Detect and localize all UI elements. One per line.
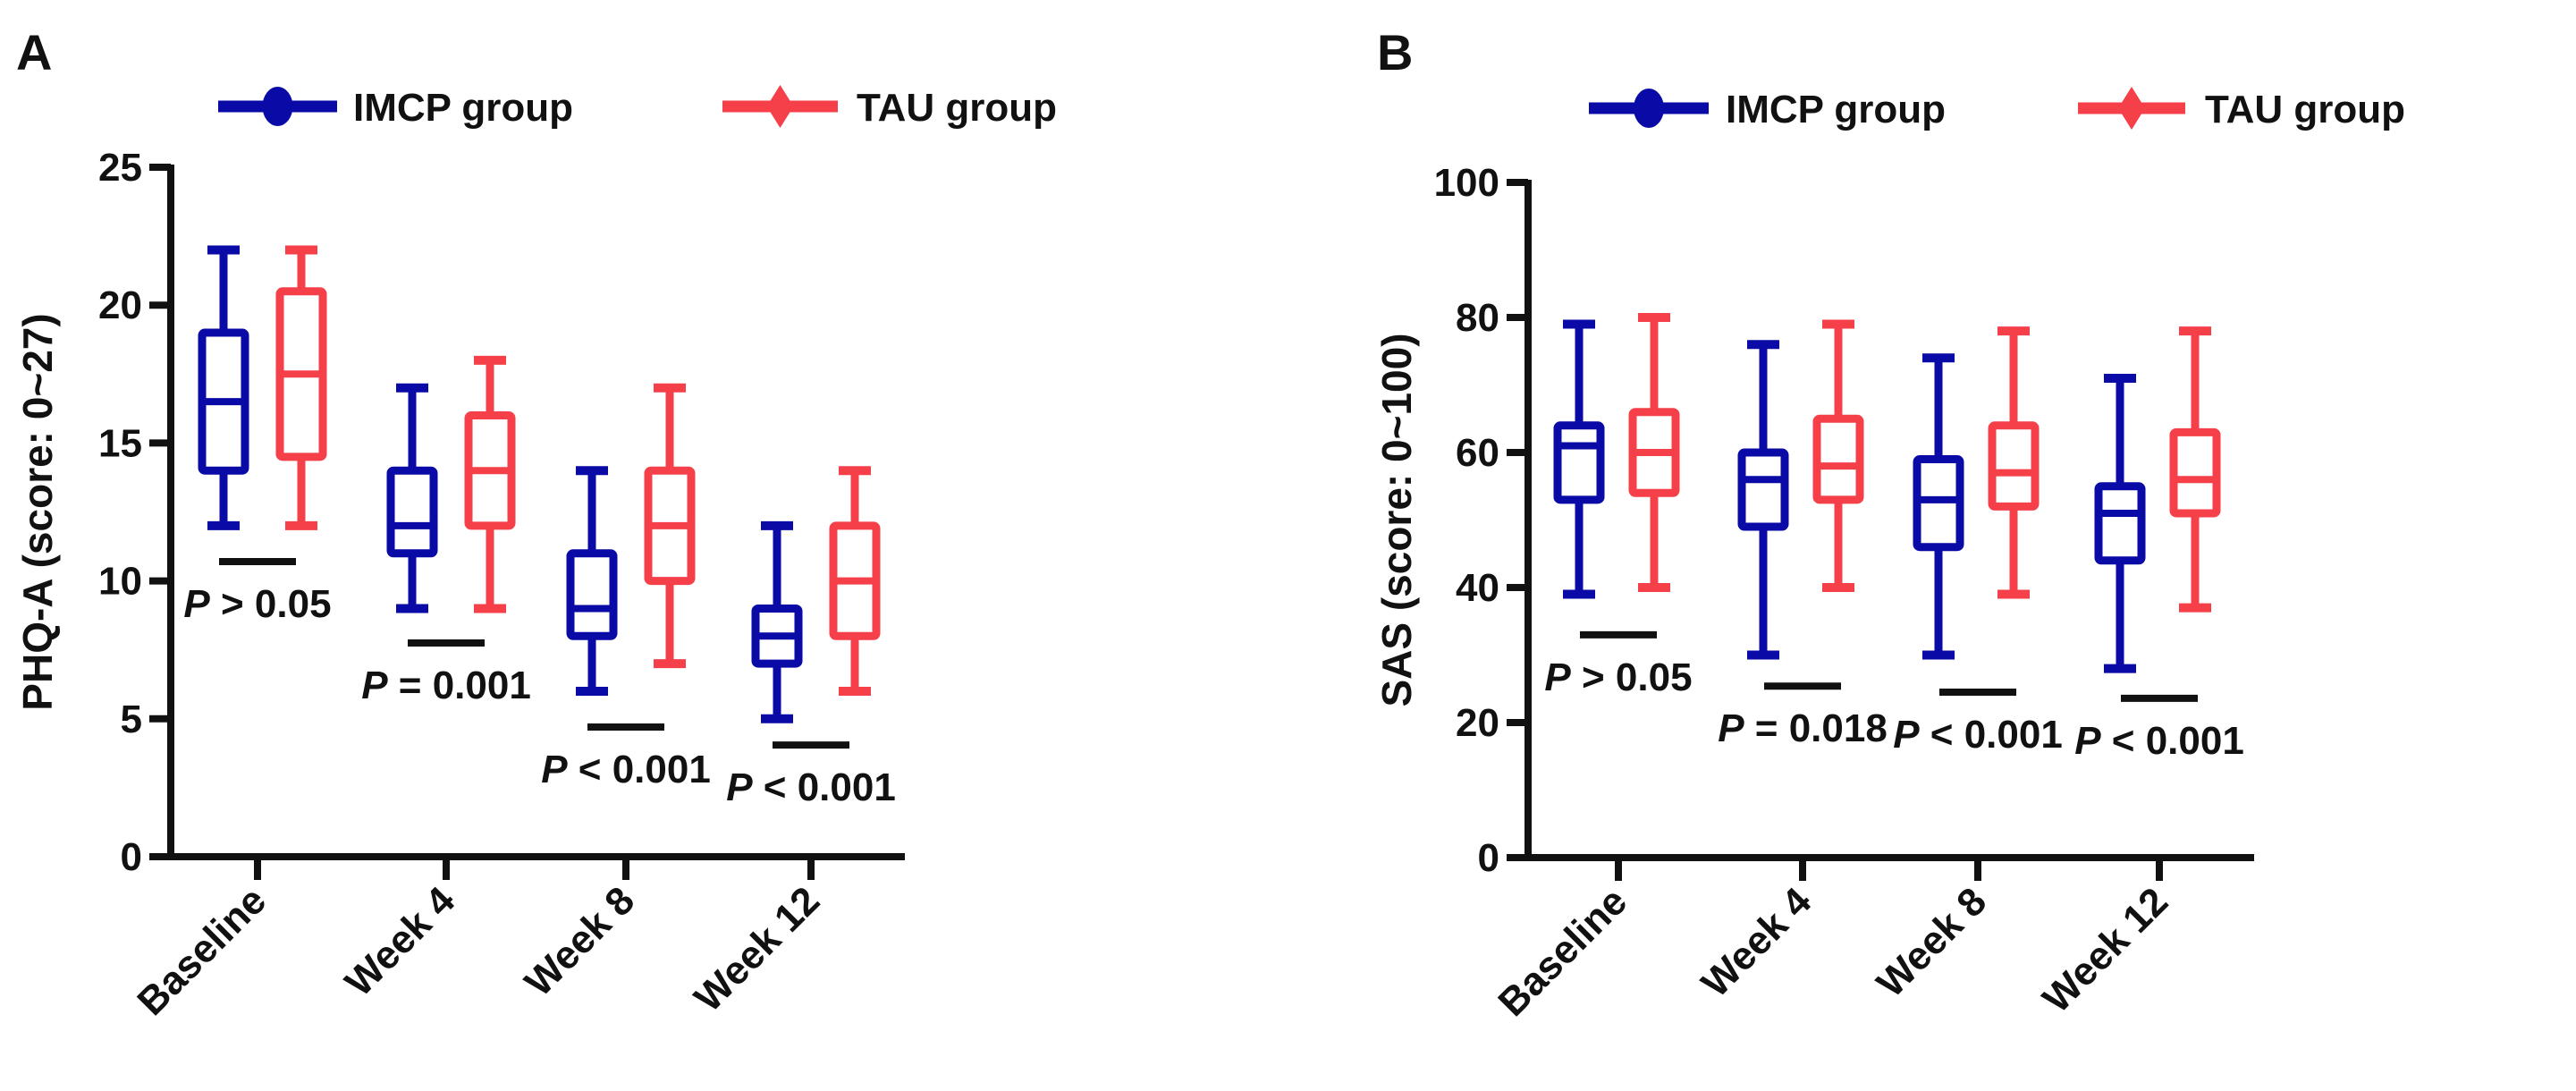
box-imcp-1 (1737, 340, 1789, 660)
box-iqr (1988, 421, 2040, 511)
y-tick-label: 0 (121, 835, 142, 879)
panel-label: A (16, 24, 52, 80)
legend-label: IMCP group (1726, 88, 1946, 131)
legend-item-imcp: IMCP group (1589, 88, 1946, 131)
p-symbol: P (1544, 655, 1571, 699)
y-tick-label: 5 (121, 698, 142, 741)
p-value-text: > 0.05 (1571, 655, 1693, 699)
box-imcp-3 (751, 520, 803, 723)
box-tau-0 (275, 245, 327, 530)
y-axis-label: SAS (score: 0~100) (1373, 333, 1420, 706)
box-tau-0 (1628, 313, 1680, 592)
p-value-text: < 0.001 (2101, 719, 2244, 763)
legend-label: TAU group (2205, 88, 2405, 131)
circle-marker-icon (1634, 89, 1664, 128)
p-value-label: P = 0.001 (361, 664, 531, 707)
p-value-text: < 0.001 (1920, 713, 2063, 757)
box-tau-2 (644, 383, 696, 669)
p-value-text: < 0.001 (568, 748, 711, 791)
panel-a-phq-a: A IMCP group TAU group 0 5 10 15 20 25 PHQ-A (sco… (14, 24, 1057, 1024)
y-axis-label: PHQ-A (score: 0~27) (14, 313, 61, 710)
p-symbol: P (726, 765, 753, 809)
box-imcp-0 (1553, 319, 1605, 599)
box-imcp-3 (2094, 373, 2146, 673)
p-symbol: P (183, 582, 210, 626)
x-tick-label: Baseline (1490, 879, 1635, 1025)
box-imcp-1 (386, 383, 438, 613)
box-tau-3 (829, 466, 881, 696)
box-imcp-2 (1913, 353, 1964, 660)
x-tick-label: Week 12 (2034, 879, 2176, 1021)
p-value-label: P < 0.001 (726, 765, 896, 809)
box-tau-1 (464, 355, 516, 613)
box-iqr (1812, 414, 1864, 504)
p-value-label: P < 0.001 (2074, 719, 2244, 763)
box-iqr (2169, 427, 2221, 518)
box-tau-3 (2169, 326, 2221, 613)
p-value-label: P > 0.05 (1544, 655, 1692, 699)
box-iqr (2094, 482, 2146, 565)
y-tick-label: 10 (98, 560, 142, 604)
x-tick-label: Week 4 (337, 878, 464, 1005)
legend-item-tau: TAU group (2078, 87, 2405, 131)
x-tick-label: Week 4 (1693, 879, 1820, 1006)
p-value-label: P < 0.001 (541, 748, 711, 791)
p-value-text: < 0.001 (753, 765, 896, 809)
box-iqr (566, 549, 618, 640)
box-imcp-0 (198, 245, 249, 530)
x-tick-label: Baseline (129, 878, 274, 1024)
legend-item-tau: TAU group (722, 85, 1057, 130)
y-tick-label: 60 (1456, 431, 1499, 475)
legend-label: IMCP group (353, 86, 573, 130)
p-value-text: = 0.018 (1744, 706, 1888, 750)
y-tick-label: 0 (1478, 836, 1499, 880)
y-tick-label: 25 (98, 146, 142, 190)
y-tick-label: 20 (1456, 701, 1499, 745)
box-iqr (386, 466, 438, 558)
box-iqr (1737, 448, 1789, 531)
p-symbol: P (1893, 713, 1920, 757)
p-symbol: P (541, 748, 568, 791)
box-tau-2 (1988, 326, 2040, 599)
y-tick-label: 15 (98, 421, 142, 465)
x-tick-label: Week 8 (1869, 879, 1995, 1005)
y-tick-label: 40 (1456, 566, 1499, 610)
p-symbol: P (361, 664, 388, 707)
box-iqr (1553, 421, 1605, 504)
box-imcp-2 (566, 466, 618, 696)
diamond-marker-icon (2118, 87, 2145, 130)
y-tick-label: 20 (98, 283, 142, 327)
box-tau-1 (1812, 319, 1864, 592)
x-tick-label: Week 12 (686, 878, 828, 1020)
p-value-label: P = 0.018 (1718, 706, 1888, 750)
diamond-marker-icon (766, 85, 794, 128)
y-tick-label: 80 (1456, 296, 1499, 340)
p-symbol: P (1718, 706, 1744, 750)
panel-b-sas: B IMCP group TAU group 0 20 40 60 80 100 SAS (sco… (1373, 24, 2405, 1025)
p-value-label: P > 0.05 (183, 582, 331, 626)
p-value-label: P < 0.001 (1893, 713, 2063, 757)
y-tick-label: 100 (1434, 161, 1499, 205)
p-symbol: P (2074, 719, 2101, 763)
circle-marker-icon (262, 87, 293, 126)
x-tick-label: Week 8 (517, 878, 643, 1004)
legend-label: TAU group (857, 86, 1057, 130)
p-value-text: = 0.001 (388, 664, 531, 707)
legend-item-imcp: IMCP group (218, 86, 573, 130)
p-value-text: > 0.05 (210, 582, 332, 626)
panel-label: B (1377, 24, 1413, 80)
